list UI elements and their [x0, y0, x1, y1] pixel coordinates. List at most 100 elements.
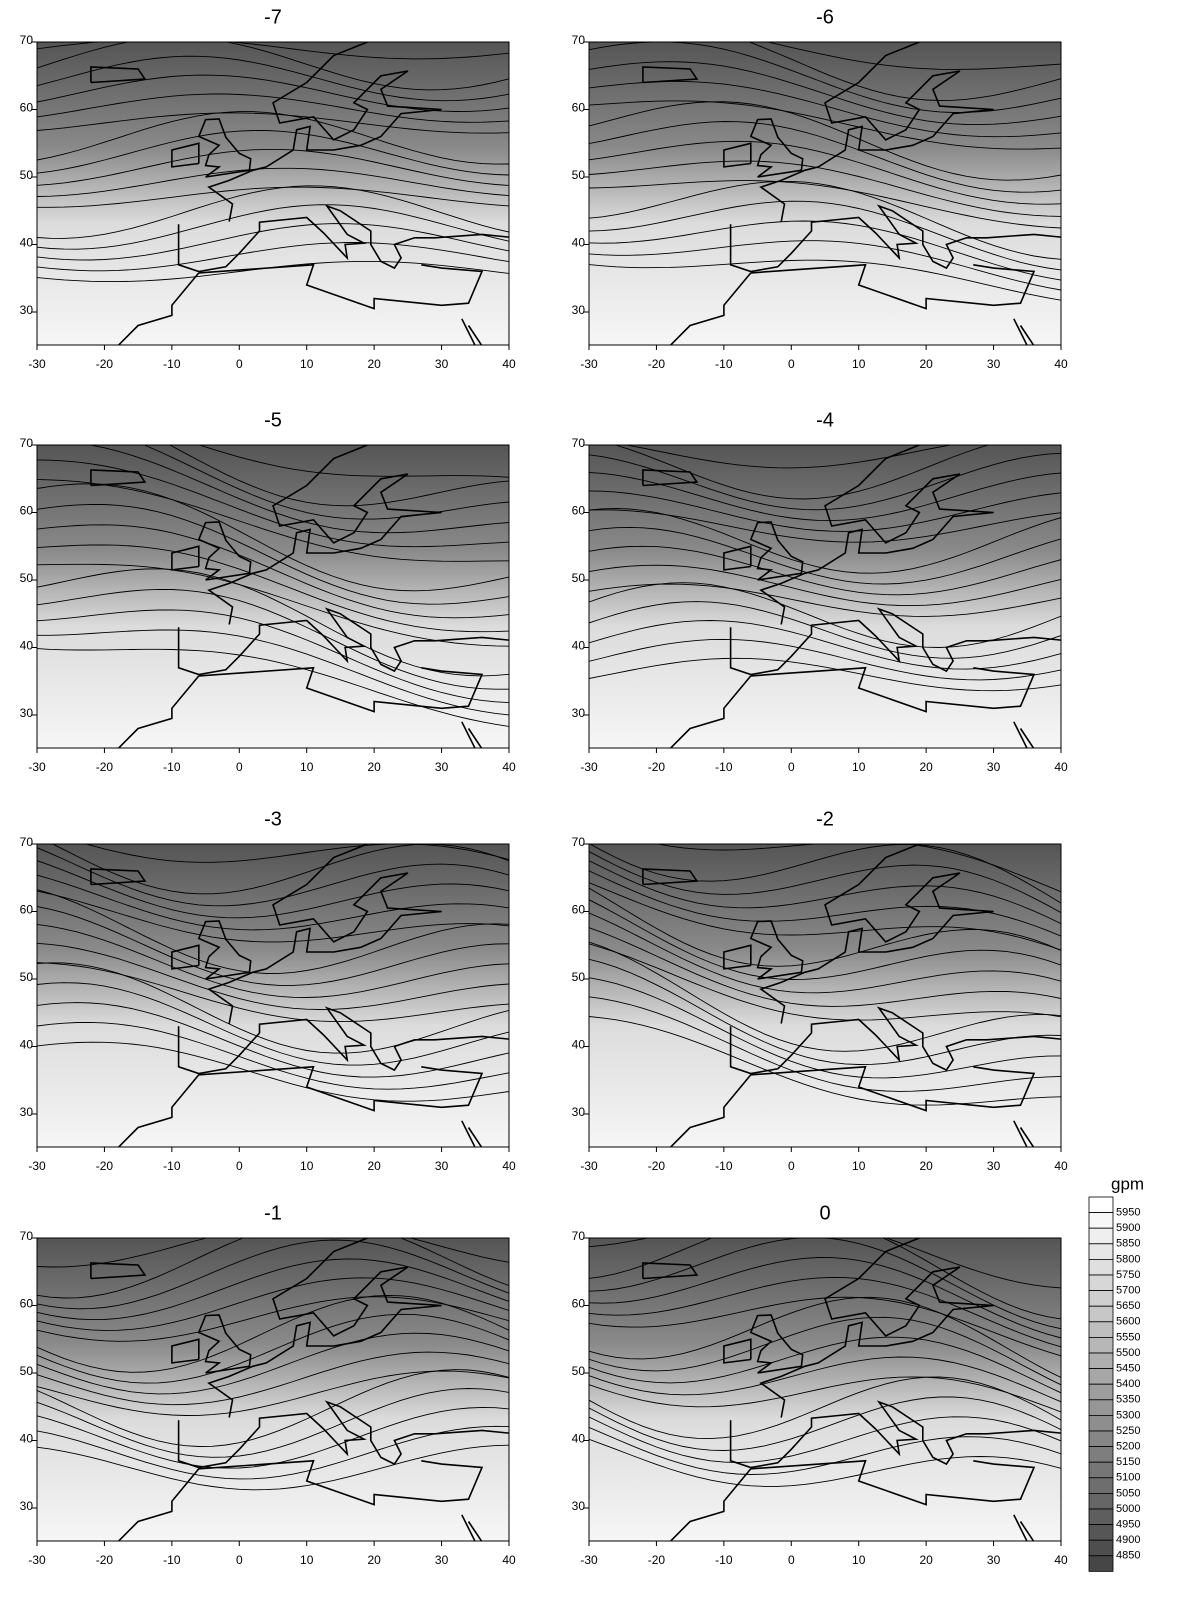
y-tick-label: 30 — [572, 1499, 586, 1513]
x-tick-label: 40 — [1054, 1553, 1068, 1567]
panel-title: -4 — [816, 409, 834, 431]
map-panel: -6-30-20-100102030403040506070 — [572, 6, 1068, 371]
legend-swatch — [1089, 1447, 1113, 1463]
map-shading — [37, 42, 509, 345]
y-tick-label: 30 — [572, 303, 586, 317]
legend-label: 5650 — [1116, 1300, 1140, 1312]
y-tick-label: 50 — [572, 571, 586, 585]
x-tick-label: 10 — [300, 1159, 314, 1173]
legend-swatch — [1089, 1556, 1113, 1572]
x-tick-label: 20 — [919, 1553, 933, 1567]
x-tick-label: 40 — [502, 760, 516, 774]
y-tick-label: 60 — [572, 101, 586, 115]
x-tick-label: -20 — [96, 760, 114, 774]
y-tick-label: 50 — [572, 1364, 586, 1378]
x-tick-label: 20 — [367, 760, 381, 774]
x-tick-label: 30 — [435, 357, 449, 371]
x-tick-label: -20 — [648, 1159, 666, 1173]
legend-label: 5150 — [1116, 1456, 1140, 1468]
map-body — [37, 829, 516, 1148]
legend-label: 5750 — [1116, 1269, 1140, 1281]
map-shading — [37, 445, 509, 748]
legend-swatch — [1089, 1228, 1113, 1244]
map-body — [589, 21, 1068, 346]
legend-label: 5350 — [1116, 1394, 1140, 1406]
map-panel: -5-30-20-100102030403040506070 — [20, 399, 516, 774]
panel-title: -6 — [816, 6, 834, 28]
x-tick-label: 40 — [1054, 760, 1068, 774]
legend-swatch — [1089, 1415, 1113, 1431]
figure: -7-30-20-100102030403040506070-6-30-20-1… — [0, 0, 1182, 1603]
x-tick-label: 10 — [300, 1553, 314, 1567]
y-tick-label: 60 — [20, 101, 34, 115]
legend-label: 5300 — [1116, 1409, 1140, 1421]
x-tick-label: 30 — [987, 1553, 1001, 1567]
y-tick-label: 70 — [572, 835, 586, 849]
legend-label: 5400 — [1116, 1378, 1140, 1390]
x-tick-label: 0 — [236, 1159, 243, 1173]
y-tick-label: 70 — [20, 33, 34, 47]
x-tick-label: 20 — [367, 1553, 381, 1567]
x-tick-label: 40 — [1054, 1159, 1068, 1173]
x-tick-label: 10 — [852, 760, 866, 774]
legend-swatch — [1089, 1322, 1113, 1338]
map-shading — [37, 1238, 509, 1541]
x-tick-label: -10 — [715, 760, 733, 774]
x-tick-label: -30 — [28, 1553, 46, 1567]
x-tick-label: 30 — [435, 1553, 449, 1567]
x-tick-label: -20 — [648, 357, 666, 371]
panel-title: -2 — [816, 808, 834, 830]
x-tick-label: 0 — [788, 1159, 795, 1173]
x-tick-label: -30 — [580, 357, 598, 371]
legend-swatch — [1089, 1275, 1113, 1291]
legend-swatch — [1089, 1291, 1113, 1307]
y-tick-label: 40 — [572, 639, 586, 653]
x-tick-label: 0 — [788, 760, 795, 774]
x-tick-label: 40 — [502, 1553, 516, 1567]
legend-swatch — [1089, 1353, 1113, 1369]
legend-label: 5500 — [1116, 1347, 1140, 1359]
legend-label: 5850 — [1116, 1238, 1140, 1250]
y-tick-label: 40 — [572, 1432, 586, 1446]
map-body — [589, 1218, 1068, 1542]
x-tick-label: -10 — [163, 357, 181, 371]
map-body — [37, 399, 516, 749]
x-tick-label: -20 — [648, 760, 666, 774]
x-tick-label: 0 — [788, 1553, 795, 1567]
y-tick-label: 40 — [20, 236, 34, 250]
x-tick-label: -10 — [715, 357, 733, 371]
x-tick-label: 0 — [236, 760, 243, 774]
x-tick-label: 20 — [367, 1159, 381, 1173]
legend-title: gpm — [1111, 1174, 1144, 1193]
y-tick-label: 60 — [572, 1297, 586, 1311]
legend-swatch — [1089, 1493, 1113, 1509]
legend-label: 5550 — [1116, 1331, 1140, 1343]
x-tick-label: -10 — [163, 760, 181, 774]
y-tick-label: 50 — [20, 1364, 34, 1378]
map-shading — [589, 42, 1061, 345]
x-tick-label: 40 — [1054, 357, 1068, 371]
x-tick-label: -10 — [715, 1553, 733, 1567]
legend-label: 5900 — [1116, 1222, 1140, 1234]
x-tick-label: 20 — [919, 357, 933, 371]
legend-label: 5250 — [1116, 1425, 1140, 1437]
x-tick-label: 10 — [852, 357, 866, 371]
y-tick-label: 70 — [20, 835, 34, 849]
panel-title: -5 — [264, 409, 282, 431]
y-tick-label: 60 — [20, 1297, 34, 1311]
x-tick-label: 10 — [852, 1553, 866, 1567]
y-tick-label: 50 — [20, 970, 34, 984]
legend-swatch — [1089, 1478, 1113, 1494]
legend-label: 5000 — [1116, 1503, 1140, 1515]
x-tick-label: 10 — [852, 1159, 866, 1173]
legend-label: 5600 — [1116, 1316, 1140, 1328]
legend-label: 4900 — [1116, 1534, 1140, 1546]
x-tick-label: -20 — [96, 1159, 114, 1173]
legend-swatch — [1089, 1306, 1113, 1322]
x-tick-label: -30 — [28, 357, 46, 371]
map-panel: -3-30-20-100102030403040506070 — [20, 808, 516, 1173]
x-tick-label: -10 — [163, 1159, 181, 1173]
map-body — [37, 37, 516, 346]
legend-swatch — [1089, 1540, 1113, 1556]
